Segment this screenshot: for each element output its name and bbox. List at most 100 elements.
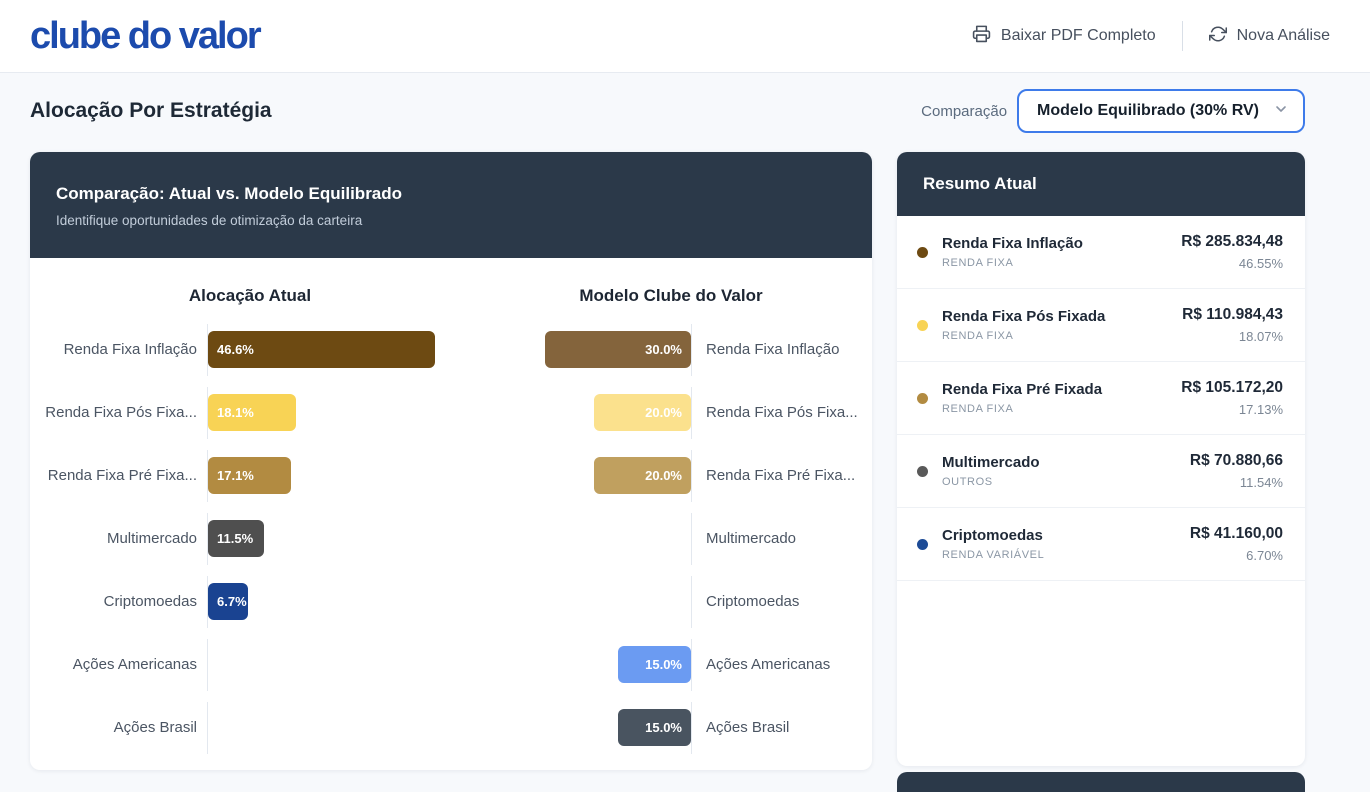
summary-item-info: Renda Fixa Pós Fixada RENDA FIXA <box>942 308 1182 342</box>
modelo-bar: 15.0% <box>617 646 691 683</box>
comparison-control: Comparação Modelo Equilibrado (30% RV) <box>921 89 1305 133</box>
summary-item-name: Renda Fixa Inflação <box>942 235 1083 252</box>
right-bar-area: 15.0% <box>452 638 692 691</box>
right-category-label: Renda Fixa Pós Fixa... <box>706 404 858 421</box>
category-color-dot <box>917 392 928 404</box>
left-bar-area <box>207 701 447 754</box>
right-category-label: Multimercado <box>706 530 797 547</box>
modelo-bar: 20.0% <box>593 457 691 494</box>
right-bar-area: 15.0% <box>452 701 692 754</box>
atual-bar: 11.5% <box>208 520 264 557</box>
right-category-label: Ações Brasil <box>706 719 790 736</box>
summary-item-info: Renda Fixa Inflação RENDA FIXA <box>942 235 1181 269</box>
chart-row: Ações Americanas 15.0% Ações Americanas <box>30 633 872 696</box>
summary-item: Renda Fixa Inflação RENDA FIXA R$ 285.834,… <box>897 216 1305 289</box>
printer-icon <box>972 24 991 48</box>
summary-item-value: R$ 285.834,48 <box>1181 233 1283 250</box>
atual-bar-value: 17.1% <box>217 468 254 483</box>
summary-item-amounts: R$ 110.984,43 18.07% <box>1182 306 1283 344</box>
summary-item-amounts: R$ 70.880,66 11.54% <box>1190 452 1283 490</box>
right-category-label: Renda Fixa Inflação <box>706 341 840 358</box>
left-category-label: Ações Brasil <box>113 719 197 736</box>
left-category-label: Criptomoedas <box>103 593 197 610</box>
atual-bar-value: 46.6% <box>217 342 254 357</box>
atual-bar-value: 18.1% <box>217 405 254 420</box>
atual-bar-value: 11.5% <box>217 531 254 546</box>
left-bar-area: 11.5% <box>207 512 447 565</box>
header-actions: Baixar PDF Completo Nova Análise <box>972 21 1330 51</box>
left-column-title: Alocação Atual <box>188 286 312 305</box>
summary-item-amounts: R$ 285.834,48 46.55% <box>1181 233 1283 271</box>
chart-row: Criptomoedas 6.7% Criptomoedas <box>30 570 872 633</box>
download-pdf-label: Baixar PDF Completo <box>1000 27 1156 44</box>
summary-item-category: RENDA FIXA <box>942 257 1014 269</box>
new-analysis-button[interactable]: Nova Análise <box>1208 25 1330 48</box>
left-bar-area: 17.1% <box>207 449 447 502</box>
chart-row: Renda Fixa Pós Fixa... 18.1% 20.0% Renda Fi… <box>30 381 872 444</box>
category-color-dot <box>917 465 928 477</box>
left-bar-area <box>207 638 447 691</box>
new-analysis-label: Nova Análise <box>1236 27 1330 44</box>
summary-item: Renda Fixa Pré Fixada RENDA FIXA R$ 105.17… <box>897 362 1305 435</box>
comparison-card-header: Comparação: Atual vs. Modelo Equilibrado… <box>30 152 872 258</box>
right-category-label: Criptomoedas <box>706 593 800 610</box>
summary-item-percent: 18.07% <box>1238 329 1283 344</box>
summary-item-percent: 17.13% <box>1238 402 1283 417</box>
comparison-label: Comparação <box>921 102 1008 120</box>
right-bar-area <box>452 575 692 628</box>
right-category-label: Renda Fixa Pré Fixa... <box>706 467 856 484</box>
right-category-label: Ações Americanas <box>706 656 831 673</box>
modelo-bar: 15.0% <box>617 709 691 746</box>
comparison-card-title: Comparação: Atual vs. Modelo Equilibrado <box>56 184 403 203</box>
modelo-bar-value: 30.0% <box>645 342 682 357</box>
left-category-label: Renda Fixa Pré Fixa... <box>47 467 197 484</box>
summary-item: Renda Fixa Pós Fixada RENDA FIXA R$ 110.98… <box>897 289 1305 362</box>
comparison-select[interactable]: Modelo Equilibrado (30% RV) <box>1017 89 1305 133</box>
summary-item-info: Renda Fixa Pré Fixada RENDA FIXA <box>942 381 1181 415</box>
summary-item-value: R$ 110.984,43 <box>1182 306 1283 323</box>
summary-items-list: Renda Fixa Inflação RENDA FIXA R$ 285.834,… <box>897 216 1305 581</box>
atual-bar: 18.1% <box>208 394 297 431</box>
summary-item-value: R$ 105.172,20 <box>1181 379 1283 396</box>
title-row: Alocação Por Estratégia Comparação Model… <box>30 88 1305 134</box>
download-pdf-button[interactable]: Baixar PDF Completo <box>972 24 1156 48</box>
summary-item-percent: 6.70% <box>1246 548 1283 563</box>
brand-logo: clube do valor <box>30 14 262 57</box>
summary-item-name: Criptomoedas <box>942 527 1043 544</box>
category-color-dot <box>917 538 928 550</box>
right-bar-area <box>452 512 692 565</box>
page-title: Alocação Por Estratégia <box>30 99 272 122</box>
summary-item-percent: 46.55% <box>1238 256 1283 271</box>
modelo-bar: 20.0% <box>593 394 691 431</box>
summary-item-value: R$ 41.160,00 <box>1189 525 1283 542</box>
chart-row: Renda Fixa Pré Fixa... 17.1% 20.0% Renda Fi… <box>30 444 872 507</box>
summary-item-percent: 11.54% <box>1239 475 1283 490</box>
left-category-label: Renda Fixa Pós Fixa... <box>45 404 197 421</box>
left-bar-area: 6.7% <box>207 575 447 628</box>
chart-column-titles: Alocação Atual Modelo Clube do Valor <box>30 286 872 306</box>
summary-item-amounts: R$ 105.172,20 17.13% <box>1181 379 1283 417</box>
right-bar-area: 20.0% <box>452 386 692 439</box>
comparison-selected-value: Modelo Equilibrado (30% RV) <box>1037 102 1259 119</box>
summary-item-info: Criptomoedas RENDA VARIÁVEL <box>942 527 1190 561</box>
left-category-label: Multimercado <box>106 530 197 547</box>
atual-bar: 17.1% <box>208 457 292 494</box>
summary-item-info: Multimercado OUTROS <box>942 454 1190 488</box>
modelo-bar: 30.0% <box>544 331 691 368</box>
summary-item: Multimercado OUTROS R$ 70.880,66 11.54% <box>897 435 1305 508</box>
category-color-dot <box>917 319 928 331</box>
left-bar-area: 46.6% <box>207 323 447 376</box>
comparison-chart: Renda Fixa Inflação 46.6% 30.0% Renda Fixa … <box>30 318 872 759</box>
next-card-header-peek <box>897 772 1305 792</box>
summary-card: Resumo Atual Renda Fixa Inflação RENDA FI… <box>897 152 1305 766</box>
refresh-icon <box>1208 25 1227 48</box>
modelo-bar-value: 15.0% <box>645 720 682 735</box>
atual-bar: 46.6% <box>208 331 435 368</box>
left-category-label: Ações Americanas <box>72 656 197 673</box>
modelo-bar-value: 20.0% <box>645 405 682 420</box>
summary-card-header: Resumo Atual <box>897 152 1305 216</box>
right-bar-area: 20.0% <box>452 449 692 502</box>
chevron-down-icon <box>1273 101 1289 122</box>
header-divider <box>1181 21 1183 51</box>
summary-item-amounts: R$ 41.160,00 6.70% <box>1190 525 1283 563</box>
